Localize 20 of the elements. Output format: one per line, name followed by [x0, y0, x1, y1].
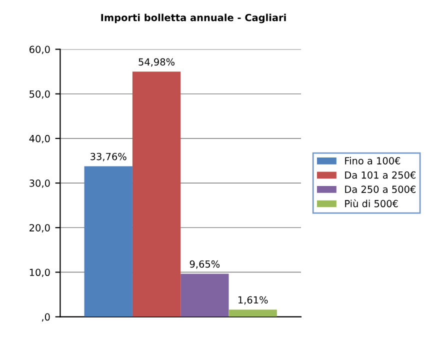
y-tick-label: 50,0 [30, 90, 50, 99]
data-label: 1,61% [238, 296, 268, 305]
y-tick-label: ,0 [42, 313, 50, 322]
y-tick-label: 20,0 [30, 224, 50, 232]
legend-label: Fino a 100€ [345, 156, 400, 164]
legend-label: Più di 500€ [345, 199, 398, 208]
legend-label: Da 250 a 500€ [345, 186, 416, 193]
y-tick-label: 30,0 [30, 180, 50, 188]
y-tick-label: 60,0 [30, 46, 50, 54]
bar [228, 310, 277, 317]
data-label: 9,65% [190, 260, 220, 269]
bar [180, 274, 229, 317]
y-tick-label: 40,0 [29, 134, 50, 144]
bar [132, 72, 181, 317]
y-tick-label: 10,0 [30, 268, 50, 278]
bar [84, 166, 132, 317]
chart-title: Importi bolletta annuale - Cagliari [101, 14, 286, 24]
legend-label: Da 101 a 250€ [345, 171, 416, 179]
data-label: 33,76% [90, 152, 126, 162]
data-label: 54,98% [138, 58, 175, 67]
